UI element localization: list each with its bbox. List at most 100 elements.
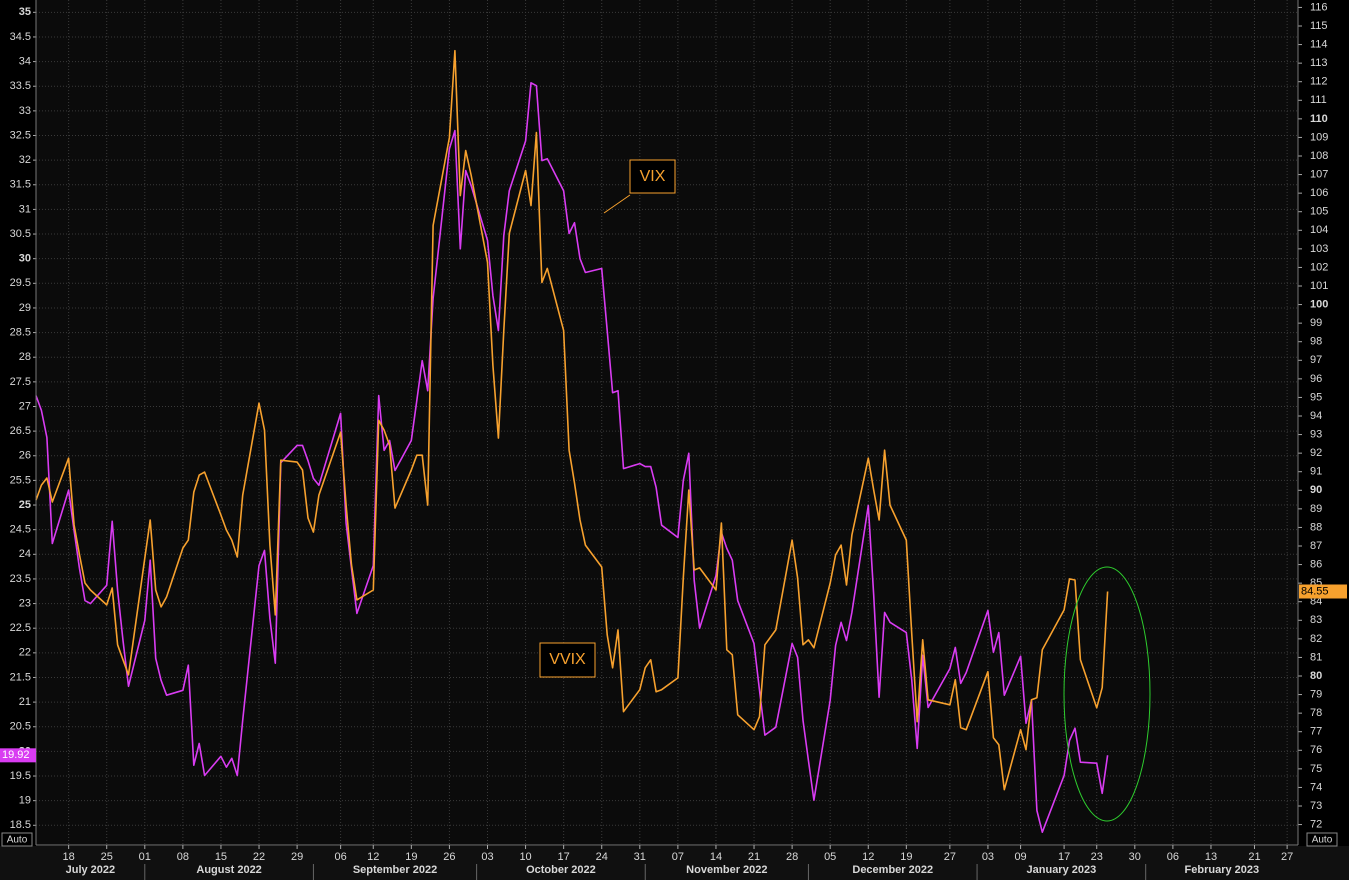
y-tick-label: 19.5 [10, 770, 31, 782]
y2-tick-label: 88 [1310, 521, 1322, 533]
y-tick-label: 21.5 [10, 671, 31, 683]
y2-tick-label: 106 [1310, 187, 1328, 199]
y-tick-label: 23 [19, 597, 31, 609]
x-tick-label: 19 [900, 851, 912, 863]
x-tick-label: 30 [1129, 851, 1141, 863]
x-tick-label: 10 [519, 851, 531, 863]
y-tick-label: 32 [19, 154, 31, 166]
y2-tick-label: 82 [1310, 633, 1322, 645]
x-tick-label: 29 [291, 851, 303, 863]
y-tick-label: 25.5 [10, 474, 31, 486]
y-tick-label: 33 [19, 105, 31, 117]
scale-box [1306, 832, 1338, 847]
x-tick-label: 21 [748, 851, 760, 863]
y2-tick-label: 89 [1310, 503, 1322, 515]
y2-tick-label: 80 [1310, 670, 1322, 682]
x-tick-label: 28 [786, 851, 798, 863]
y2-tick-label: 77 [1310, 726, 1322, 738]
series-line [35, 82, 1109, 834]
y2-tick-label: 73 [1310, 800, 1322, 812]
y2-tick-label: 95 [1310, 391, 1322, 403]
y-tick-label: 18.5 [10, 819, 31, 831]
y-tick-label: 32.5 [10, 129, 31, 141]
last-value-label: 19.92 [2, 749, 30, 761]
plot-area [36, 0, 1298, 845]
y2-tick-label: 83 [1310, 614, 1322, 626]
y-tick-label: 31.5 [10, 179, 31, 191]
y-tick-label: 26 [19, 450, 31, 462]
y-tick-label: 22.5 [10, 622, 31, 634]
scale-label: Auto [1312, 835, 1333, 846]
y-tick-label: 21 [19, 696, 31, 708]
x-group-label: November 2022 [686, 864, 767, 876]
x-tick-label: 26 [443, 851, 455, 863]
x-group-label: January 2023 [1027, 864, 1097, 876]
scale-label: Auto [7, 835, 28, 846]
y2-tick-label: 94 [1310, 410, 1322, 422]
y-tick-label: 23.5 [10, 573, 31, 585]
x-group-label: December 2022 [852, 864, 933, 876]
annotation-vix: VIX [640, 168, 666, 185]
y-tick-label: 25 [19, 499, 31, 511]
x-tick-label: 08 [177, 851, 189, 863]
x-tick-label: 17 [558, 851, 570, 863]
x-tick-label: 21 [1248, 851, 1260, 863]
y-tick-label: 24.5 [10, 524, 31, 536]
highlight-ellipse [1063, 566, 1151, 822]
last-value-label: 84.55 [1301, 585, 1329, 597]
y2-tick-label: 96 [1310, 373, 1322, 385]
x-tick-label: 09 [1014, 851, 1026, 863]
y-tick-label: 34.5 [10, 31, 31, 43]
y2-tick-label: 107 [1310, 168, 1328, 180]
x-tick-label: 27 [1281, 851, 1293, 863]
x-tick-label: 06 [1167, 851, 1179, 863]
x-tick-label: 12 [862, 851, 874, 863]
y2-tick-label: 115 [1310, 20, 1328, 32]
series-line [35, 49, 1109, 791]
x-tick-label: 25 [101, 851, 113, 863]
x-tick-label: 19 [405, 851, 417, 863]
x-tick-label: 12 [367, 851, 379, 863]
y2-tick-label: 101 [1310, 280, 1328, 292]
y2-tick-label: 116 [1310, 1, 1328, 13]
last-value-flag [0, 748, 36, 763]
x-tick-label: 06 [334, 851, 346, 863]
y2-tick-label: 93 [1310, 428, 1322, 440]
y2-tick-label: 97 [1310, 354, 1322, 366]
y-tick-label: 19 [19, 795, 31, 807]
x-group-label: September 2022 [353, 864, 437, 876]
last-value-flag [1299, 584, 1347, 599]
y2-tick-label: 87 [1310, 540, 1322, 552]
y-tick-label: 34 [19, 55, 31, 67]
x-tick-label: 24 [596, 851, 608, 863]
y2-tick-label: 103 [1310, 243, 1328, 255]
annotation-vvix: VVIX [549, 651, 586, 668]
y2-tick-label: 114 [1310, 38, 1328, 50]
y2-tick-label: 104 [1310, 224, 1328, 236]
y2-tick-label: 84 [1310, 596, 1322, 608]
x-tick-label: 05 [824, 851, 836, 863]
y2-tick-label: 110 [1310, 113, 1328, 125]
y-tick-label: 27.5 [10, 376, 31, 388]
x-group-label: October 2022 [526, 864, 596, 876]
y2-tick-label: 86 [1310, 558, 1322, 570]
y2-tick-label: 108 [1310, 150, 1328, 162]
y2-tick-label: 112 [1310, 76, 1328, 88]
y2-tick-label: 79 [1310, 688, 1322, 700]
y2-tick-label: 99 [1310, 317, 1322, 329]
y2-tick-label: 72 [1310, 818, 1322, 830]
y2-tick-label: 111 [1310, 94, 1327, 106]
y-tick-label: 29 [19, 302, 31, 314]
y-tick-label: 27 [19, 400, 31, 412]
y-tick-label: 33.5 [10, 80, 31, 92]
y-tick-label: 26.5 [10, 425, 31, 437]
y-tick-label: 31 [19, 203, 31, 215]
y2-tick-label: 105 [1310, 206, 1328, 218]
x-group-label: August 2022 [196, 864, 261, 876]
x-group-label: July 2022 [66, 864, 116, 876]
y2-tick-label: 75 [1310, 763, 1322, 775]
x-tick-label: 15 [215, 851, 227, 863]
x-group-label: February 2023 [1185, 864, 1260, 876]
x-tick-label: 07 [672, 851, 684, 863]
x-axis-band [0, 846, 1349, 880]
